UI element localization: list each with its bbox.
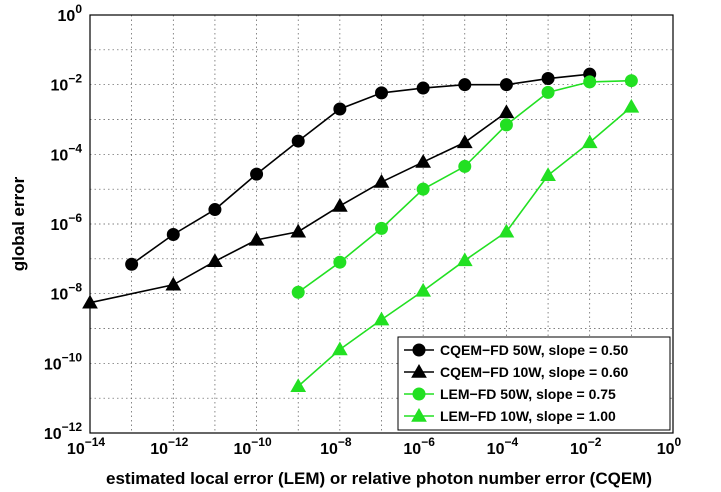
x-tick-label: 10−2 [570, 435, 602, 458]
x-tick-label: 100 [657, 435, 682, 458]
legend: CQEM−FD 50W, slope = 0.50 CQEM−FD 10W, sl… [397, 336, 671, 431]
x-tick-label: 10−8 [320, 435, 352, 458]
y-axis-label: global error [9, 176, 28, 271]
data-point [291, 285, 305, 299]
series-line [89, 111, 507, 304]
legend-item: LEM−FD 50W, slope = 0.75 [404, 386, 616, 402]
data-point [416, 182, 430, 196]
data-point [250, 167, 264, 181]
y-tick-label: 10−8 [51, 281, 83, 304]
series-4 [290, 98, 640, 392]
data-point [583, 75, 597, 89]
data-point [415, 282, 432, 297]
data-point [581, 134, 598, 149]
data-point [499, 78, 513, 92]
x-tick-label: 10−14 [67, 435, 105, 458]
data-point [166, 227, 180, 241]
data-point [456, 134, 473, 149]
data-point [331, 341, 348, 356]
data-point [331, 197, 348, 212]
legend-label: CQEM−FD 50W, slope = 0.50 [440, 342, 629, 358]
data-point [458, 78, 472, 92]
data-point [375, 86, 388, 100]
series-1 [125, 67, 597, 271]
legend-label: LEM−FD 50W, slope = 0.75 [440, 386, 616, 402]
series-3 [291, 74, 638, 299]
y-tick-label: 10−4 [51, 141, 83, 164]
legend-marker [411, 363, 427, 378]
legend-item: CQEM−FD 50W, slope = 0.50 [404, 342, 629, 358]
data-point [375, 221, 388, 235]
y-tick-label: 10−6 [51, 211, 83, 234]
data-point [373, 174, 390, 188]
data-point [415, 154, 432, 168]
legend-box [397, 336, 671, 431]
data-point [540, 167, 556, 182]
legend-label: CQEM−FD 10W, slope = 0.60 [440, 364, 629, 380]
data-point [456, 252, 473, 267]
series-line [131, 73, 590, 265]
data-point [290, 378, 307, 392]
data-point [373, 311, 390, 326]
data-point [624, 74, 638, 88]
x-axis-label: estimated local error (LEM) or relative … [106, 469, 652, 488]
data-point [541, 72, 555, 86]
legend-marker [411, 407, 427, 422]
y-tick-labels: 10−12 10−10 10−8 10−6 10−4 10−2 100 [44, 2, 82, 443]
legend-item: CQEM−FD 10W, slope = 0.60 [404, 363, 629, 380]
plot-frame [89, 14, 674, 434]
y-tick-label: 100 [58, 2, 83, 25]
legend-marker [412, 343, 426, 357]
y-tick-label: 10−2 [51, 72, 83, 95]
data-point [290, 223, 307, 238]
x-tick-label: 10−10 [233, 435, 271, 458]
y-tick-label: 10−10 [44, 350, 82, 373]
data-point [541, 85, 555, 99]
data-point [498, 104, 515, 119]
data-point [207, 253, 223, 268]
data-point [623, 98, 640, 113]
x-tick-label: 10−6 [403, 435, 435, 458]
data-point [458, 159, 472, 173]
data-point [416, 81, 430, 95]
data-point [499, 118, 513, 132]
legend-label: LEM−FD 10W, slope = 1.00 [440, 408, 616, 424]
data-point [333, 255, 347, 269]
data-point [208, 203, 222, 217]
data-point [498, 223, 515, 238]
y-tick-label: 10−12 [44, 420, 82, 443]
data-point [165, 276, 182, 291]
x-tick-label: 10−4 [487, 435, 519, 458]
data-point [333, 102, 347, 116]
data-point [248, 231, 265, 246]
series-layer [82, 67, 640, 392]
legend-marker [412, 387, 426, 401]
data-point [291, 134, 305, 148]
data-point [125, 257, 139, 271]
x-tick-labels: 10−14 10−12 10−10 10−8 10−6 10−4 10−2 100 [67, 435, 682, 458]
legend-item: LEM−FD 10W, slope = 1.00 [404, 407, 616, 424]
x-tick-label: 10−12 [150, 435, 188, 458]
